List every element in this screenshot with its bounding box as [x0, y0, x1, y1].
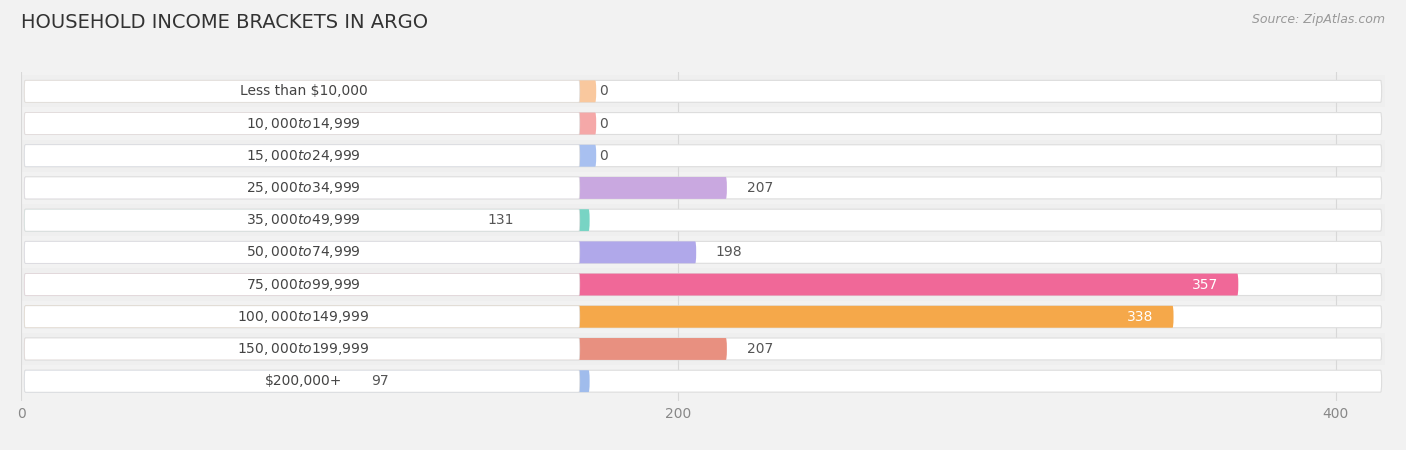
Text: $150,000 to $199,999: $150,000 to $199,999 — [238, 341, 370, 357]
Text: $25,000 to $34,999: $25,000 to $34,999 — [246, 180, 361, 196]
Text: 0: 0 — [599, 84, 609, 98]
Bar — [21, 172, 1385, 204]
FancyBboxPatch shape — [24, 145, 579, 166]
Bar — [21, 269, 1385, 301]
Bar — [21, 301, 1385, 333]
Text: 338: 338 — [1128, 310, 1154, 324]
Text: 207: 207 — [747, 342, 773, 356]
Text: HOUSEHOLD INCOME BRACKETS IN ARGO: HOUSEHOLD INCOME BRACKETS IN ARGO — [21, 14, 429, 32]
Bar — [21, 365, 1385, 397]
FancyBboxPatch shape — [24, 338, 727, 360]
Text: $50,000 to $74,999: $50,000 to $74,999 — [246, 244, 361, 261]
Text: $35,000 to $49,999: $35,000 to $49,999 — [246, 212, 361, 228]
FancyBboxPatch shape — [24, 370, 1382, 392]
FancyBboxPatch shape — [24, 370, 579, 392]
Text: 0: 0 — [599, 149, 609, 163]
Text: 357: 357 — [1192, 278, 1219, 292]
FancyBboxPatch shape — [24, 338, 1382, 360]
FancyBboxPatch shape — [24, 274, 1382, 296]
FancyBboxPatch shape — [24, 370, 589, 392]
Text: 198: 198 — [716, 245, 742, 259]
FancyBboxPatch shape — [24, 177, 579, 199]
FancyBboxPatch shape — [24, 241, 696, 263]
FancyBboxPatch shape — [24, 81, 579, 102]
FancyBboxPatch shape — [24, 209, 579, 231]
Bar — [21, 140, 1385, 172]
FancyBboxPatch shape — [24, 209, 589, 231]
Text: $200,000+: $200,000+ — [264, 374, 343, 388]
FancyBboxPatch shape — [24, 112, 596, 135]
Bar — [21, 108, 1385, 140]
FancyBboxPatch shape — [24, 112, 579, 135]
Text: 0: 0 — [599, 117, 609, 130]
FancyBboxPatch shape — [24, 112, 1382, 135]
FancyBboxPatch shape — [24, 81, 596, 102]
FancyBboxPatch shape — [24, 306, 1382, 328]
Text: 97: 97 — [371, 374, 389, 388]
Text: $10,000 to $14,999: $10,000 to $14,999 — [246, 116, 361, 131]
Text: Source: ZipAtlas.com: Source: ZipAtlas.com — [1251, 14, 1385, 27]
Bar — [21, 75, 1385, 108]
FancyBboxPatch shape — [24, 177, 1382, 199]
FancyBboxPatch shape — [24, 81, 1382, 102]
FancyBboxPatch shape — [24, 306, 579, 328]
FancyBboxPatch shape — [24, 241, 579, 263]
FancyBboxPatch shape — [24, 338, 579, 360]
Bar — [21, 333, 1385, 365]
FancyBboxPatch shape — [24, 306, 1174, 328]
Bar — [21, 204, 1385, 236]
FancyBboxPatch shape — [24, 145, 596, 166]
Bar — [21, 236, 1385, 269]
Text: 207: 207 — [747, 181, 773, 195]
Text: $100,000 to $149,999: $100,000 to $149,999 — [238, 309, 370, 325]
Text: Less than $10,000: Less than $10,000 — [240, 84, 367, 98]
Text: $15,000 to $24,999: $15,000 to $24,999 — [246, 148, 361, 164]
FancyBboxPatch shape — [24, 145, 1382, 166]
Text: 131: 131 — [488, 213, 515, 227]
FancyBboxPatch shape — [24, 274, 1239, 296]
FancyBboxPatch shape — [24, 209, 1382, 231]
FancyBboxPatch shape — [24, 241, 1382, 263]
Text: $75,000 to $99,999: $75,000 to $99,999 — [246, 277, 361, 292]
FancyBboxPatch shape — [24, 177, 727, 199]
FancyBboxPatch shape — [24, 274, 579, 296]
